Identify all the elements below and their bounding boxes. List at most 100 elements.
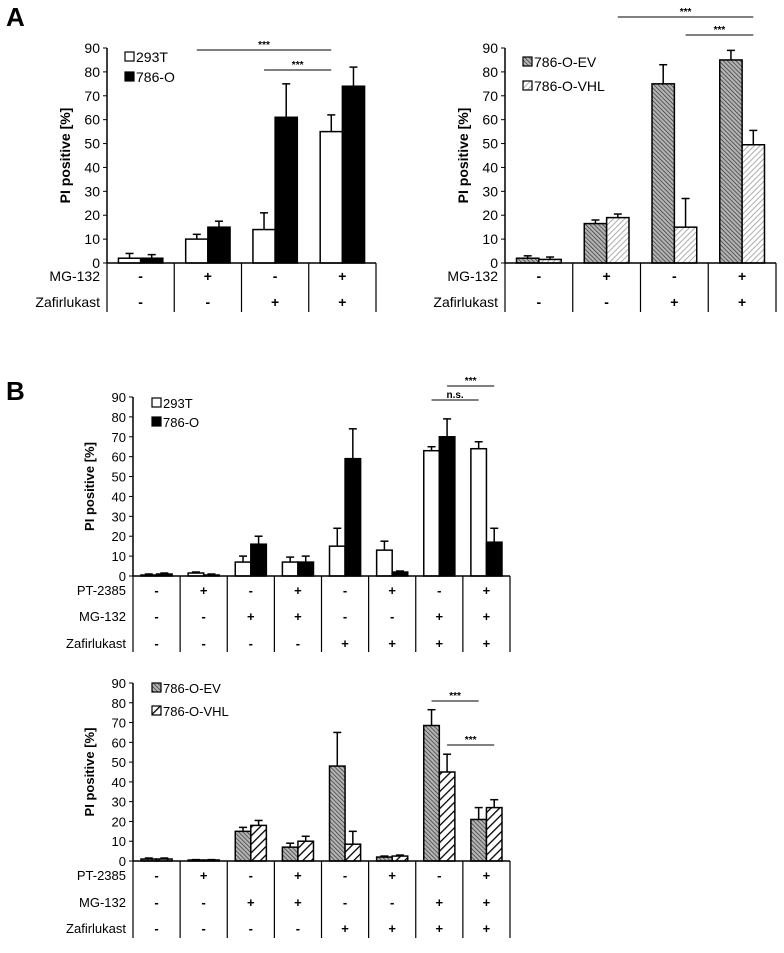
condition-value: + [294, 609, 302, 624]
bar-786-O [274, 116, 299, 264]
significance-label: *** [258, 40, 270, 51]
chart-2: 0 10 20 30 40 50 60 70 80 90 PI positive [%] MG-132… [433, 7, 777, 312]
condition-value: + [388, 921, 396, 936]
chart-4: 0 10 20 30 40 50 60 70 80 90 PI positive [%] PT-238… [66, 676, 511, 938]
bar-786-O-EV [234, 830, 252, 862]
condition-value: - [296, 921, 300, 936]
legend-swatch [151, 397, 162, 408]
y-tick-label: 20 [112, 529, 126, 544]
condition-value: - [537, 268, 542, 284]
y-tick-label: 30 [112, 795, 126, 810]
bar-293T [319, 130, 344, 264]
bar-786-O-VHL [673, 226, 698, 264]
condition-value: - [202, 895, 206, 910]
bar-786-O-VHL [485, 806, 503, 862]
y-tick-label: 20 [112, 814, 126, 829]
condition-value: - [343, 895, 347, 910]
legend-swatch [124, 71, 135, 82]
bar-786-O-VHL [344, 843, 362, 862]
legend-label: 293T [163, 396, 193, 411]
condition-label: MG-132 [447, 268, 498, 284]
condition-value: - [202, 636, 206, 651]
bar-786-O-EV [470, 818, 488, 862]
condition-value: - [390, 609, 394, 624]
bar-293T [470, 447, 488, 577]
bar-786-O-EV [328, 765, 346, 862]
condition-label: Zafirlukast [35, 294, 100, 310]
y-tick-label: 0 [119, 854, 126, 869]
condition-value: - [249, 583, 253, 598]
legend-label: 786-O-EV [534, 54, 597, 70]
bar-293T [234, 561, 252, 577]
bar-293T [281, 561, 299, 577]
bar-293T [375, 549, 393, 577]
y-tick-label: 50 [112, 470, 126, 485]
y-tick-label: 20 [84, 207, 100, 223]
bar-786-O-VHL [741, 144, 766, 264]
condition-value: - [390, 895, 394, 910]
chart-3: 0 10 20 30 40 50 60 70 80 90 PI positive [%] PT-238… [66, 376, 511, 652]
condition-value: + [436, 609, 444, 624]
condition-value: + [271, 294, 279, 310]
bar-786-O [438, 436, 456, 577]
condition-value: - [206, 294, 211, 310]
bar-293T [328, 545, 346, 577]
condition-value: + [294, 868, 302, 883]
y-tick-label: 40 [482, 159, 498, 175]
y-tick-label: 70 [112, 430, 126, 445]
y-tick-label: 90 [482, 40, 498, 56]
y-axis-label: PI positive [%] [57, 108, 73, 204]
condition-value: - [343, 868, 347, 883]
y-tick-label: 80 [84, 64, 100, 80]
condition-label: PT-2385 [77, 583, 126, 598]
y-tick-label: 60 [482, 112, 498, 128]
legend-label: 786-O-EV [163, 681, 221, 696]
y-tick-label: 30 [84, 183, 100, 199]
condition-value: + [294, 895, 302, 910]
y-tick-label: 10 [84, 231, 100, 247]
condition-label: Zafirlukast [66, 636, 126, 651]
y-tick-label: 10 [112, 549, 126, 564]
condition-value: + [388, 583, 396, 598]
condition-value: - [437, 583, 441, 598]
condition-value: - [154, 868, 158, 883]
bar-293T [423, 449, 441, 577]
condition-value: - [202, 921, 206, 936]
bar-786-O-EV [583, 222, 608, 264]
y-tick-label: 0 [119, 569, 126, 584]
condition-value: + [483, 895, 491, 910]
condition-value: - [249, 868, 253, 883]
y-tick-label: 80 [112, 696, 126, 711]
condition-value: - [249, 921, 253, 936]
bar-786-O [250, 543, 268, 577]
legend-swatch [151, 416, 162, 427]
y-tick-label: 60 [112, 450, 126, 465]
condition-value: + [247, 895, 255, 910]
condition-value: - [604, 294, 609, 310]
condition-value: - [437, 868, 441, 883]
legend-label: 786-O-VHL [163, 704, 229, 719]
panel-label-b: B [6, 376, 25, 406]
condition-value: - [296, 636, 300, 651]
condition-value: + [738, 268, 746, 284]
condition-value: - [138, 294, 143, 310]
condition-value: + [483, 609, 491, 624]
condition-label: Zafirlukast [66, 921, 126, 936]
condition-value: - [672, 268, 677, 284]
condition-value: + [436, 895, 444, 910]
y-tick-label: 50 [112, 755, 126, 770]
y-axis-label: PI positive [%] [82, 442, 97, 531]
y-tick-label: 40 [112, 489, 126, 504]
significance-label: *** [292, 60, 304, 71]
condition-value: - [154, 609, 158, 624]
significance-label: *** [465, 376, 477, 387]
condition-value: + [338, 294, 346, 310]
condition-value: - [249, 636, 253, 651]
y-tick-label: 0 [490, 255, 498, 271]
bar-786-O-EV [423, 724, 441, 862]
condition-value: + [483, 921, 491, 936]
y-tick-label: 70 [112, 716, 126, 731]
condition-value: + [247, 609, 255, 624]
condition-value: + [483, 868, 491, 883]
